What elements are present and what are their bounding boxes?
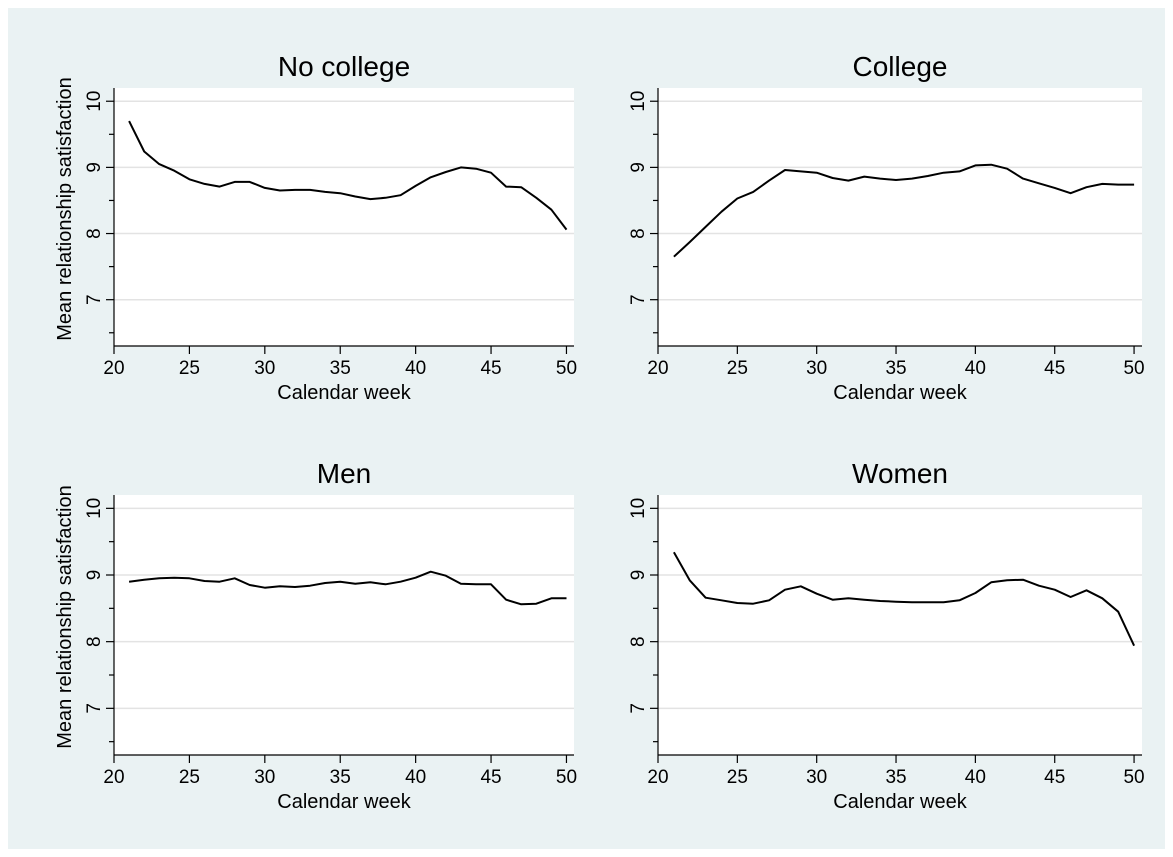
- x-tick-label: 50: [1123, 767, 1144, 788]
- y-tick-label: 8: [628, 228, 649, 239]
- series-line-1: [673, 551, 1136, 647]
- plot-area: [658, 495, 1142, 755]
- y-tick-label: 10: [84, 498, 105, 519]
- x-tick-label: 40: [965, 767, 986, 788]
- x-tick-label: 45: [480, 767, 501, 788]
- y-tick-label: 10: [628, 498, 649, 519]
- x-tick-label: 20: [103, 767, 124, 788]
- y-axis-label: Mean relationship satisfaction: [54, 77, 76, 340]
- x-tick-label: 50: [1123, 358, 1144, 379]
- chart-title: Men: [317, 458, 371, 489]
- series-line-1: [128, 120, 568, 231]
- x-axis-label: Calendar week: [277, 791, 411, 813]
- chart-title: Women: [852, 458, 948, 489]
- plot-area: [114, 88, 574, 346]
- x-tick-label: 25: [727, 358, 748, 379]
- x-tick-label: 30: [254, 767, 275, 788]
- chart-panel-2: 7 8 9 10 20 25 30 35 40 45 50 College Calendar week: [628, 51, 1145, 404]
- y-tick-label: 7: [84, 294, 105, 305]
- x-tick-label: 40: [965, 358, 986, 379]
- y-tick-label: 9: [628, 570, 649, 581]
- chart-title: College: [853, 51, 948, 82]
- plot-area: [658, 88, 1142, 346]
- y-tick-label: 8: [84, 636, 105, 647]
- plot-area: [114, 495, 574, 755]
- y-tick-label: 9: [84, 162, 105, 173]
- chart-panel-1: 7 8 9 10 20 25 30 35 40 45 50 No college Calendar we…: [54, 51, 577, 404]
- x-tick-label: 35: [330, 767, 351, 788]
- chart-title: No college: [278, 51, 410, 82]
- x-tick-label: 30: [254, 358, 275, 379]
- y-tick-label: 10: [628, 91, 649, 112]
- x-tick-label: 45: [1044, 767, 1065, 788]
- x-tick-label: 40: [405, 767, 426, 788]
- x-tick-label: 45: [480, 358, 501, 379]
- y-tick-label: 9: [84, 570, 105, 581]
- x-tick-label: 20: [103, 358, 124, 379]
- y-tick-label: 7: [628, 703, 649, 714]
- x-tick-label: 20: [647, 358, 668, 379]
- y-tick-label: 7: [84, 703, 105, 714]
- y-tick-label: 7: [628, 294, 649, 305]
- y-tick-label: 8: [628, 636, 649, 647]
- chart-panel-4: 7 8 9 10 20 25 30 35 40 45 50 Women Calendar week: [628, 458, 1145, 813]
- x-tick-label: 50: [556, 358, 577, 379]
- x-tick-label: 40: [405, 358, 426, 379]
- x-tick-label: 35: [885, 358, 906, 379]
- x-tick-label: 50: [556, 767, 577, 788]
- chart-panel-3: 7 8 9 10 20 25 30 35 40 45 50 Men Calendar week Mean …: [54, 458, 577, 813]
- x-tick-label: 25: [179, 358, 200, 379]
- x-tick-label: 25: [727, 767, 748, 788]
- x-tick-label: 30: [806, 358, 827, 379]
- y-axis-label: Mean relationship satisfaction: [54, 485, 76, 748]
- x-tick-label: 35: [885, 767, 906, 788]
- x-axis-label: Calendar week: [277, 382, 411, 404]
- x-tick-label: 20: [647, 767, 668, 788]
- x-axis-label: Calendar week: [833, 791, 967, 813]
- series-line-1: [673, 163, 1135, 258]
- x-tick-label: 25: [179, 767, 200, 788]
- x-tick-label: 30: [806, 767, 827, 788]
- series-line-1: [128, 570, 567, 606]
- y-tick-label: 8: [84, 228, 105, 239]
- y-tick-label: 10: [84, 91, 105, 112]
- x-axis-label: Calendar week: [833, 382, 967, 404]
- y-tick-label: 9: [628, 162, 649, 173]
- x-tick-label: 35: [330, 358, 351, 379]
- x-tick-label: 45: [1044, 358, 1065, 379]
